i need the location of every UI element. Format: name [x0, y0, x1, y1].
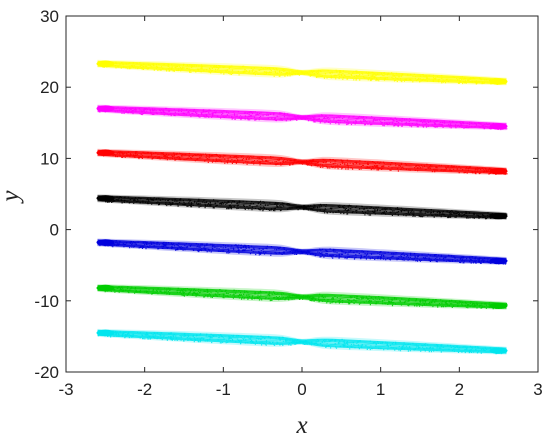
series-band-stroke	[97, 195, 507, 216]
series-band-stroke	[97, 197, 507, 217]
y-tick-label: 30	[40, 7, 59, 26]
series-right-tip	[489, 302, 508, 309]
y-tick-label: 10	[40, 149, 59, 168]
series-band-4	[96, 194, 508, 220]
series-band-stroke	[97, 108, 507, 128]
series-left-tip	[96, 239, 115, 246]
series-band-stroke	[97, 331, 507, 351]
series-left-tip	[96, 284, 115, 292]
series-right-tip	[489, 123, 508, 130]
series-band-stroke	[97, 288, 507, 309]
series-band-7	[96, 328, 508, 355]
data-bands	[96, 59, 508, 355]
x-tick-label: 2	[455, 380, 464, 399]
y-tick-label: 20	[40, 78, 59, 97]
series-points	[98, 61, 507, 85]
series-band-stroke	[97, 199, 507, 220]
x-axis-label: x	[295, 412, 307, 439]
series-left-tip	[96, 329, 115, 337]
series-band-2	[96, 104, 508, 131]
series-left-tip	[96, 149, 115, 156]
series-band-5	[96, 238, 508, 265]
series-band-stroke	[97, 286, 507, 306]
series-points	[97, 106, 508, 131]
series-band-stroke	[97, 287, 507, 307]
series-band-stroke	[97, 333, 507, 353]
series-points	[98, 240, 506, 265]
x-tick-label: 3	[533, 380, 542, 399]
y-tick-label: -20	[34, 363, 59, 382]
series-left-tip	[96, 60, 115, 67]
series-right-tip	[489, 347, 508, 354]
y-axis-label: y	[0, 190, 24, 205]
series-right-tip	[489, 168, 508, 175]
series-right-tip	[489, 78, 508, 85]
series-band-3	[96, 148, 508, 176]
series-band-stroke	[97, 198, 507, 218]
y-tick-label: -10	[34, 292, 59, 311]
x-tick-label: -3	[58, 380, 73, 399]
series-left-tip	[96, 105, 115, 112]
series-left-tip	[96, 195, 115, 202]
series-points	[97, 195, 508, 220]
series-band-6	[96, 284, 508, 310]
series-band-stroke	[97, 285, 507, 305]
series-right-tip	[489, 212, 508, 220]
x-tick-label: 0	[297, 380, 306, 399]
series-right-tip	[489, 257, 508, 265]
x-tick-label: 1	[376, 380, 385, 399]
series-points	[97, 285, 508, 310]
series-band-stroke	[97, 329, 507, 350]
x-tick-label: -1	[216, 380, 231, 399]
series-band-stroke	[97, 149, 507, 171]
y-tick-label: 0	[50, 221, 59, 240]
series-band-stroke	[97, 333, 507, 354]
series-band-1	[96, 59, 508, 86]
x-tick-label: -2	[137, 380, 152, 399]
series-band-stroke	[97, 332, 507, 351]
series-points	[98, 150, 508, 175]
series-band-stroke	[97, 288, 507, 308]
